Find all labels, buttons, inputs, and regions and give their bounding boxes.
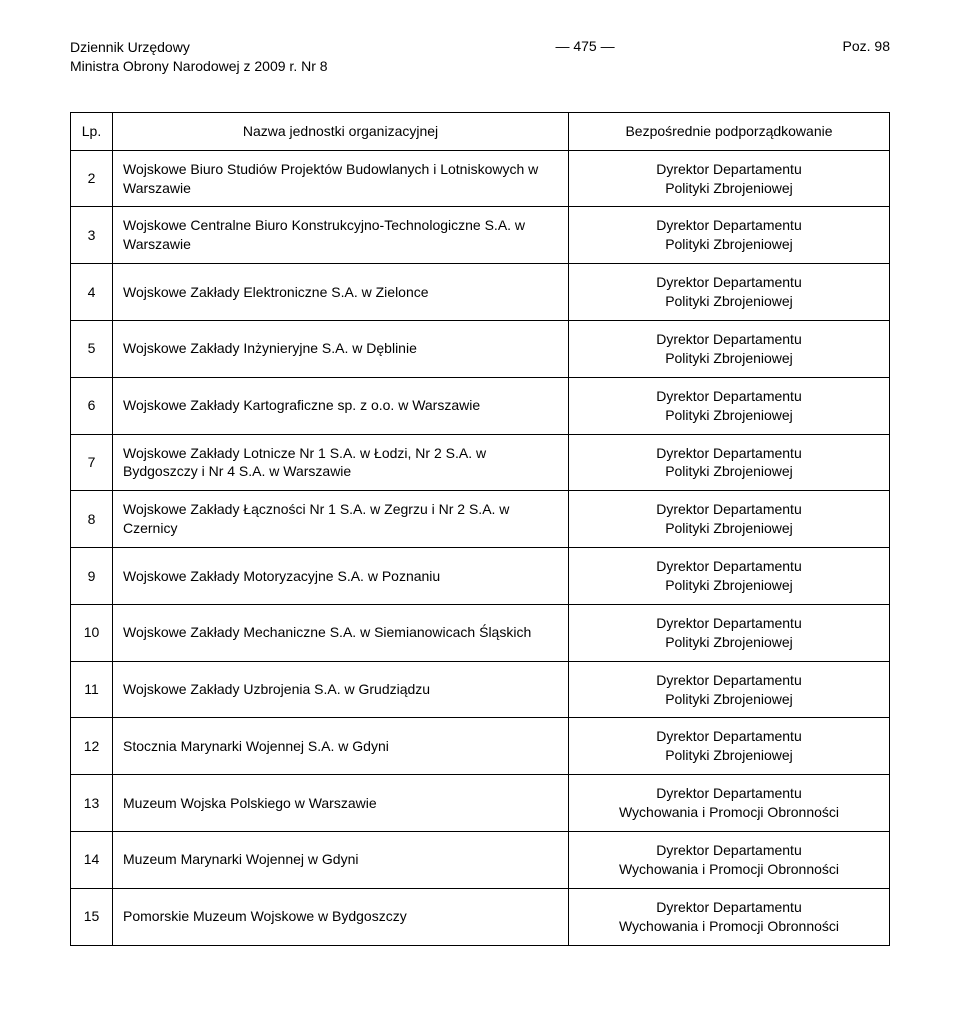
cell-subordination: Dyrektor DepartamentuWychowania i Promoc…	[569, 832, 890, 889]
col-name: Nazwa jednostki organizacyjnej	[113, 112, 569, 150]
table-row: 6Wojskowe Zakłady Kartograficzne sp. z o…	[71, 377, 890, 434]
sub-line-1: Dyrektor Departamentu	[579, 557, 879, 576]
cell-lp: 3	[71, 207, 113, 264]
sub-line-2: Polityki Zbrojeniowej	[579, 349, 879, 368]
cell-subordination: Dyrektor DepartamentuPolityki Zbrojeniow…	[569, 264, 890, 321]
sub-line-2: Polityki Zbrojeniowej	[579, 576, 879, 595]
cell-name: Wojskowe Zakłady Kartograficzne sp. z o.…	[113, 377, 569, 434]
table-body: 2Wojskowe Biuro Studiów Projektów Budowl…	[71, 150, 890, 945]
cell-subordination: Dyrektor DepartamentuPolityki Zbrojeniow…	[569, 434, 890, 491]
cell-subordination: Dyrektor DepartamentuWychowania i Promoc…	[569, 775, 890, 832]
page-header: Dziennik Urzędowy Ministra Obrony Narodo…	[70, 38, 890, 76]
table-row: 5Wojskowe Zakłady Inżynieryjne S.A. w Dę…	[71, 321, 890, 378]
table-row: 10Wojskowe Zakłady Mechaniczne S.A. w Si…	[71, 604, 890, 661]
cell-subordination: Dyrektor DepartamentuPolityki Zbrojeniow…	[569, 377, 890, 434]
sub-line-2: Polityki Zbrojeniowej	[579, 633, 879, 652]
sub-line-1: Dyrektor Departamentu	[579, 898, 879, 917]
table-row: 13Muzeum Wojska Polskiego w WarszawieDyr…	[71, 775, 890, 832]
sub-line-2: Polityki Zbrojeniowej	[579, 179, 879, 198]
table-row: 9Wojskowe Zakłady Motoryzacyjne S.A. w P…	[71, 548, 890, 605]
cell-name: Pomorskie Muzeum Wojskowe w Bydgoszczy	[113, 888, 569, 945]
cell-name: Muzeum Wojska Polskiego w Warszawie	[113, 775, 569, 832]
cell-name: Stocznia Marynarki Wojennej S.A. w Gdyni	[113, 718, 569, 775]
cell-lp: 2	[71, 150, 113, 207]
cell-lp: 5	[71, 321, 113, 378]
table-row: 7Wojskowe Zakłady Lotnicze Nr 1 S.A. w Ł…	[71, 434, 890, 491]
sub-line-2: Polityki Zbrojeniowej	[579, 519, 879, 538]
sub-line-1: Dyrektor Departamentu	[579, 216, 879, 235]
position: Poz. 98	[843, 38, 890, 54]
sub-line-2: Polityki Zbrojeniowej	[579, 746, 879, 765]
table-row: 11Wojskowe Zakłady Uzbrojenia S.A. w Gru…	[71, 661, 890, 718]
sub-line-1: Dyrektor Departamentu	[579, 160, 879, 179]
issuer-line: Ministra Obrony Narodowej z 2009 r. Nr 8	[70, 57, 328, 76]
cell-lp: 15	[71, 888, 113, 945]
cell-lp: 7	[71, 434, 113, 491]
sub-line-1: Dyrektor Departamentu	[579, 614, 879, 633]
sub-line-1: Dyrektor Departamentu	[579, 784, 879, 803]
sub-line-2: Wychowania i Promocji Obronności	[579, 803, 879, 822]
sub-line-1: Dyrektor Departamentu	[579, 727, 879, 746]
cell-lp: 11	[71, 661, 113, 718]
page-marker: — 475 —	[555, 38, 614, 54]
cell-lp: 9	[71, 548, 113, 605]
sub-line-1: Dyrektor Departamentu	[579, 671, 879, 690]
sub-line-2: Polityki Zbrojeniowej	[579, 292, 879, 311]
sub-line-2: Polityki Zbrojeniowej	[579, 406, 879, 425]
cell-name: Wojskowe Centralne Biuro Konstrukcyjno-T…	[113, 207, 569, 264]
table-row: 3Wojskowe Centralne Biuro Konstrukcyjno-…	[71, 207, 890, 264]
col-sub: Bezpośrednie podporządkowanie	[569, 112, 890, 150]
cell-lp: 12	[71, 718, 113, 775]
header-right: Poz. 98	[843, 38, 890, 54]
cell-name: Wojskowe Biuro Studiów Projektów Budowla…	[113, 150, 569, 207]
table-row: 15Pomorskie Muzeum Wojskowe w Bydgoszczy…	[71, 888, 890, 945]
table-row: 2Wojskowe Biuro Studiów Projektów Budowl…	[71, 150, 890, 207]
cell-subordination: Dyrektor DepartamentuWychowania i Promoc…	[569, 888, 890, 945]
cell-subordination: Dyrektor DepartamentuPolityki Zbrojeniow…	[569, 321, 890, 378]
table-row: 4Wojskowe Zakłady Elektroniczne S.A. w Z…	[71, 264, 890, 321]
sub-line-1: Dyrektor Departamentu	[579, 444, 879, 463]
table-row: 14Muzeum Marynarki Wojennej w GdyniDyrek…	[71, 832, 890, 889]
cell-subordination: Dyrektor DepartamentuPolityki Zbrojeniow…	[569, 661, 890, 718]
cell-name: Wojskowe Zakłady Elektroniczne S.A. w Zi…	[113, 264, 569, 321]
journal-title: Dziennik Urzędowy	[70, 38, 328, 57]
sub-line-1: Dyrektor Departamentu	[579, 330, 879, 349]
cell-subordination: Dyrektor DepartamentuPolityki Zbrojeniow…	[569, 604, 890, 661]
header-center: — 475 —	[555, 38, 614, 54]
cell-lp: 4	[71, 264, 113, 321]
units-table: Lp. Nazwa jednostki organizacyjnej Bezpo…	[70, 112, 890, 946]
cell-name: Wojskowe Zakłady Lotnicze Nr 1 S.A. w Ło…	[113, 434, 569, 491]
table-header-row: Lp. Nazwa jednostki organizacyjnej Bezpo…	[71, 112, 890, 150]
cell-subordination: Dyrektor DepartamentuPolityki Zbrojeniow…	[569, 150, 890, 207]
cell-lp: 6	[71, 377, 113, 434]
cell-subordination: Dyrektor DepartamentuPolityki Zbrojeniow…	[569, 491, 890, 548]
cell-name: Wojskowe Zakłady Mechaniczne S.A. w Siem…	[113, 604, 569, 661]
cell-name: Wojskowe Zakłady Inżynieryjne S.A. w Dęb…	[113, 321, 569, 378]
sub-line-2: Wychowania i Promocji Obronności	[579, 860, 879, 879]
sub-line-1: Dyrektor Departamentu	[579, 387, 879, 406]
sub-line-1: Dyrektor Departamentu	[579, 500, 879, 519]
cell-subordination: Dyrektor DepartamentuPolityki Zbrojeniow…	[569, 207, 890, 264]
cell-subordination: Dyrektor DepartamentuPolityki Zbrojeniow…	[569, 718, 890, 775]
sub-line-1: Dyrektor Departamentu	[579, 841, 879, 860]
table-row: 8Wojskowe Zakłady Łączności Nr 1 S.A. w …	[71, 491, 890, 548]
cell-lp: 8	[71, 491, 113, 548]
cell-name: Wojskowe Zakłady Uzbrojenia S.A. w Grudz…	[113, 661, 569, 718]
cell-lp: 10	[71, 604, 113, 661]
sub-line-2: Polityki Zbrojeniowej	[579, 235, 879, 254]
sub-line-2: Polityki Zbrojeniowej	[579, 462, 879, 481]
sub-line-2: Polityki Zbrojeniowej	[579, 690, 879, 709]
page: Dziennik Urzędowy Ministra Obrony Narodo…	[0, 0, 960, 986]
cell-name: Muzeum Marynarki Wojennej w Gdyni	[113, 832, 569, 889]
cell-name: Wojskowe Zakłady Łączności Nr 1 S.A. w Z…	[113, 491, 569, 548]
sub-line-1: Dyrektor Departamentu	[579, 273, 879, 292]
cell-lp: 13	[71, 775, 113, 832]
sub-line-2: Wychowania i Promocji Obronności	[579, 917, 879, 936]
cell-lp: 14	[71, 832, 113, 889]
cell-name: Wojskowe Zakłady Motoryzacyjne S.A. w Po…	[113, 548, 569, 605]
table-row: 12Stocznia Marynarki Wojennej S.A. w Gdy…	[71, 718, 890, 775]
header-left: Dziennik Urzędowy Ministra Obrony Narodo…	[70, 38, 328, 76]
cell-subordination: Dyrektor DepartamentuPolityki Zbrojeniow…	[569, 548, 890, 605]
col-lp: Lp.	[71, 112, 113, 150]
